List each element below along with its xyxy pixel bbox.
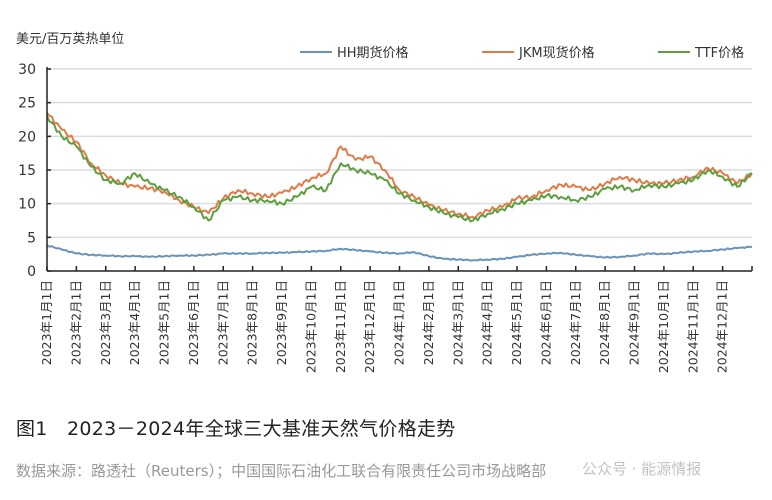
x-tick-label: 2024年8月1日 [597, 280, 612, 365]
x-tick-label: 2023年3月1日 [98, 280, 113, 365]
watermark: 公众号 · 能源情报 [582, 460, 702, 478]
series-line [46, 244, 753, 262]
legend-label-ttf: TTF价格 [695, 46, 745, 61]
x-tick-label: 2023年8月1日 [245, 280, 260, 365]
x-tick-label: 2023年2月1日 [68, 280, 83, 365]
x-tick-label: 2023年4月1日 [127, 280, 142, 365]
y-axis-unit-label: 美元/百万英热单位 [16, 32, 125, 47]
y-tick-label: 5 [27, 230, 36, 246]
x-tick-label: 2023年6月1日 [186, 280, 201, 365]
legend-swatch-jkm [482, 50, 514, 53]
legend-label-hh: HH期货价格 [337, 46, 409, 61]
figure-caption: 图1 2023－2024年全球三大基准天然气价格走势 [16, 418, 456, 440]
axes [46, 67, 752, 272]
x-tick-label: 2024年3月1日 [450, 280, 465, 365]
legend-label-jkm: JKM现货价格 [519, 46, 595, 61]
x-tick-label: 2023年9月1日 [274, 280, 289, 365]
x-tick-label: 2024年11月1日 [685, 280, 700, 373]
legend-swatch-ttf [658, 50, 690, 53]
legend-item-hh: HH期货价格 [300, 42, 409, 61]
series-line [46, 115, 753, 223]
x-axis-ticks: 2023年1月1日 2023年2月1日 2023年3月1日 2023年4月1日 2023… [39, 266, 753, 373]
x-tick-label: 2023年12月1日 [362, 280, 377, 373]
x-tick-label: 2024年10月1日 [656, 280, 671, 373]
x-tick-label: 2024年9月1日 [627, 280, 642, 365]
x-tick-label: 2024年2月1日 [421, 280, 436, 365]
y-tick-label: 20 [18, 129, 36, 145]
y-tick-label: 10 [18, 197, 36, 213]
x-tick-label: 2023年11月1日 [333, 280, 348, 373]
x-tick-label: 2023年5月1日 [157, 280, 172, 365]
y-tick-label: 0 [27, 264, 36, 280]
gridlines [47, 68, 752, 239]
data-source-note: 数据来源：路透社（Reuters）；中国国际石油化工联合有限责任公司市场战略部 [16, 462, 547, 480]
y-tick-label: 25 [18, 96, 36, 112]
x-tick-label: 2024年1月1日 [392, 280, 407, 365]
x-tick-label: 2024年5月1日 [509, 280, 524, 365]
x-tick-label: 2024年7月1日 [568, 280, 583, 365]
y-tick-label: 15 [18, 163, 36, 179]
x-tick-label: 2023年7月1日 [215, 280, 230, 365]
x-tick-label: 2024年6月1日 [538, 280, 553, 365]
x-tick-label: 2023年1月1日 [39, 280, 54, 365]
y-tick-label: 30 [18, 62, 36, 78]
legend-item-ttf: TTF价格 [658, 42, 744, 61]
legend-swatch-hh [300, 50, 332, 53]
legend-item-jkm: JKM现货价格 [482, 42, 595, 61]
line-chart: 0 5 10 15 20 25 30 2023年1月1日 2023年2月1日 2023年3月1日… [18, 62, 753, 373]
chart-legend: HH期货价格 JKM现货价格 TTF价格 [300, 42, 760, 62]
data-series [46, 112, 753, 262]
x-tick-label: 2023年10月1日 [303, 280, 318, 373]
series-line [46, 112, 753, 219]
y-axis-ticks: 0 5 10 15 20 25 30 [18, 62, 51, 280]
x-tick-label: 2024年12月1日 [715, 280, 730, 373]
x-tick-label: 2024年4月1日 [480, 280, 495, 365]
